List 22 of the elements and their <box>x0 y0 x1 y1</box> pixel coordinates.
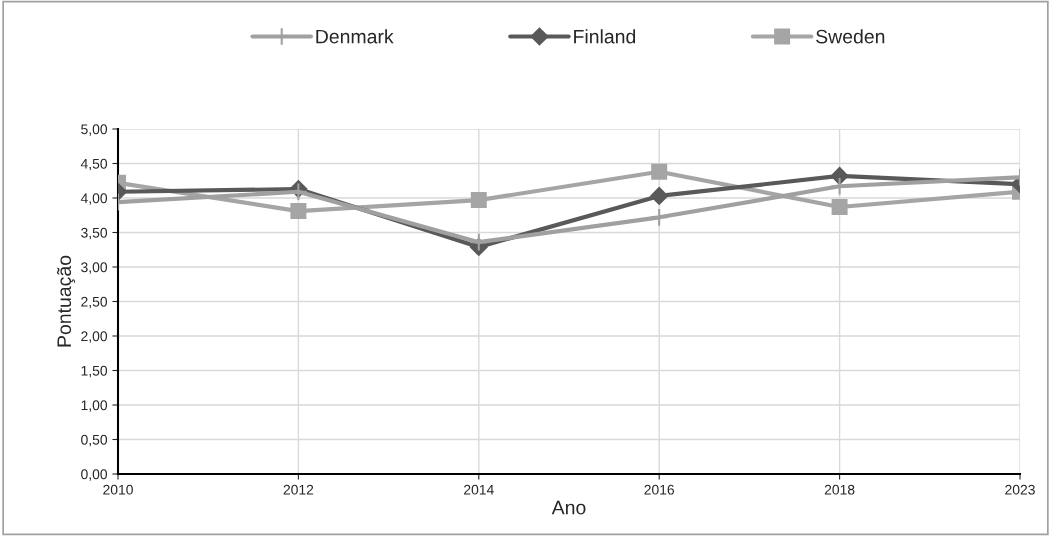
y-tick-label: 4,50 <box>80 158 108 171</box>
y-tick-label: 4,00 <box>80 193 108 205</box>
y-tick-label: 2,50 <box>81 296 108 309</box>
legend-label: Finland <box>574 29 636 44</box>
y-tick-label: 5,00 <box>81 124 108 136</box>
x-tick-label: 2023 <box>1005 484 1035 495</box>
x-tick-label: 2018 <box>824 484 855 495</box>
y-tick-label: 2,00 <box>81 331 108 343</box>
legend-label: Denmark <box>316 29 394 44</box>
x-tick-label: 2014 <box>464 484 494 495</box>
y-axis-title: Pontuação <box>56 255 75 347</box>
x-tick-label: 2016 <box>644 484 675 495</box>
y-tick-label: 1,00 <box>81 400 108 412</box>
x-tick-label: 2012 <box>283 484 314 495</box>
y-tick-label: 3,00 <box>81 262 108 274</box>
y-tick-label: 3,50 <box>81 227 108 240</box>
x-axis-title: Ano <box>551 500 586 515</box>
x-tick-label: 2010 <box>103 484 133 495</box>
y-tick-label: 0,00 <box>81 469 108 481</box>
legend-label: Sweden <box>816 29 885 44</box>
y-tick-label: 0,50 <box>81 434 108 447</box>
y-tick-label: 1,50 <box>81 365 108 378</box>
